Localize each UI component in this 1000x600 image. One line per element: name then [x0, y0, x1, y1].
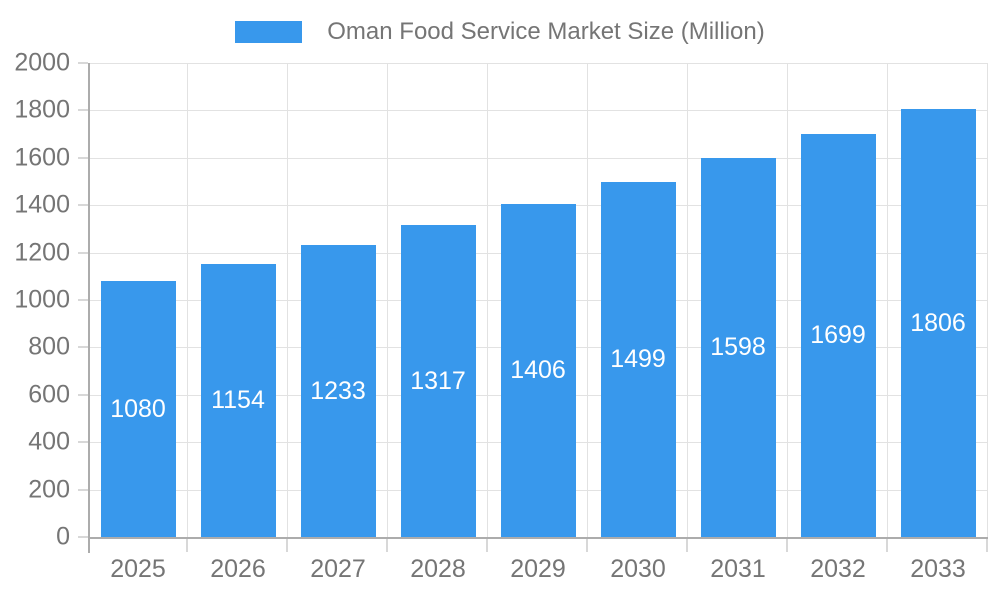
- y-tick-mark: [78, 251, 88, 254]
- legend-label: Oman Food Service Market Size (Million): [327, 18, 765, 45]
- x-tick-label: 2026: [210, 555, 266, 583]
- y-tick-mark: [78, 393, 88, 396]
- x-tick-mark: [986, 539, 988, 552]
- bar[interactable]: 1080: [100, 281, 176, 537]
- x-tick-mark: [186, 539, 188, 552]
- y-tick-label: 1800: [14, 95, 70, 124]
- gridline-horizontal: [88, 110, 988, 112]
- y-tick-mark: [78, 109, 88, 112]
- y-tick-mark: [78, 156, 88, 159]
- bar-value-label: 1080: [110, 394, 166, 423]
- x-tick-mark: [586, 539, 588, 552]
- x-tick-label: 2025: [110, 555, 166, 583]
- x-tick-label: 2031: [710, 555, 766, 583]
- gridline-vertical: [787, 63, 788, 537]
- x-tick-label: 2027: [310, 555, 366, 583]
- y-tick-mark: [78, 299, 88, 301]
- y-tick-label: 1400: [14, 190, 70, 219]
- bar-value-label: 1154: [211, 386, 265, 414]
- legend-swatch: [235, 21, 303, 43]
- gridline-horizontal: [88, 157, 988, 159]
- y-tick-mark: [78, 346, 88, 349]
- x-tick-mark: [486, 539, 488, 552]
- y-tick-label: 400: [28, 427, 70, 456]
- gridline-vertical: [187, 63, 188, 537]
- x-tick-label: 2032: [810, 555, 866, 583]
- bar-value-label: 1317: [410, 366, 466, 395]
- x-tick-mark: [286, 539, 288, 552]
- y-tick-label: 2000: [14, 48, 70, 77]
- bar-value-label: 1406: [510, 356, 566, 384]
- y-tick-mark: [78, 488, 88, 491]
- bar[interactable]: 1499: [600, 182, 676, 537]
- bar-value-label: 1598: [710, 333, 766, 361]
- y-tick-label: 1600: [14, 143, 70, 172]
- y-tick-label: 600: [28, 380, 70, 409]
- x-tick-label: 2029: [510, 555, 566, 583]
- bar-value-label: 1499: [610, 345, 666, 373]
- gridline-vertical: [887, 63, 888, 537]
- y-tick-label: 1200: [14, 238, 70, 267]
- plot-area: 1080 1154 1233 1317 1406 1499 1598 1699 1806: [78, 62, 988, 553]
- bar[interactable]: 1598: [700, 158, 776, 537]
- bar[interactable]: 1699: [800, 134, 876, 537]
- x-axis-line: [88, 537, 988, 539]
- legend[interactable]: Oman Food Service Market Size (Million): [0, 14, 1000, 50]
- x-axis-labels: 2025 2026 2027 2028 2029 2030 2031 2032 2033: [88, 557, 988, 582]
- bar-value-label: 1699: [810, 321, 866, 349]
- bar[interactable]: 1806: [900, 109, 976, 537]
- x-tick-label: 2028: [410, 555, 466, 583]
- x-tick-mark: [386, 539, 388, 552]
- y-axis-labels: 0 200 400 600 800 1000 1200 1400 1600 1800 2000: [0, 50, 70, 549]
- bar-value-label: 1806: [910, 308, 966, 337]
- y-tick-label: 1000: [14, 285, 70, 314]
- y-axis-line: [88, 63, 90, 553]
- gridline-vertical: [587, 63, 588, 537]
- bar[interactable]: 1233: [300, 245, 376, 537]
- gridline-vertical: [487, 63, 488, 537]
- y-tick-label: 200: [28, 475, 70, 504]
- x-tick-mark: [786, 539, 788, 552]
- x-tick-mark: [886, 539, 888, 552]
- bar[interactable]: 1154: [200, 264, 276, 537]
- x-tick-mark: [686, 539, 688, 552]
- x-tick-label: 2033: [910, 555, 966, 583]
- bar-value-label: 1233: [310, 376, 366, 405]
- gridline-vertical: [987, 63, 988, 537]
- y-tick-mark: [78, 204, 88, 207]
- bar[interactable]: 1317: [400, 225, 476, 537]
- y-tick-mark: [78, 536, 88, 538]
- y-tick-mark: [78, 62, 88, 64]
- gridline-horizontal: [88, 63, 988, 64]
- gridline-vertical: [287, 63, 288, 537]
- y-tick-label: 0: [56, 522, 70, 551]
- gridline-vertical: [687, 63, 688, 537]
- y-tick-mark: [78, 441, 88, 444]
- y-tick-label: 800: [28, 332, 70, 361]
- gridline-vertical: [387, 63, 388, 537]
- bar[interactable]: 1406: [500, 204, 576, 537]
- x-tick-label: 2030: [610, 555, 666, 583]
